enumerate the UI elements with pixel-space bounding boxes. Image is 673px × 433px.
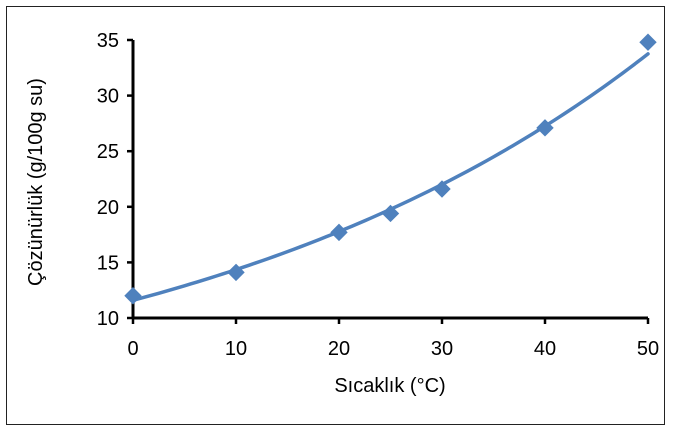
- trendline: [133, 54, 648, 300]
- y-tick-label: 10: [97, 308, 119, 330]
- data-point: [331, 224, 347, 240]
- x-tick-label: 20: [328, 338, 350, 360]
- y-tick-label: 25: [97, 141, 119, 163]
- data-point: [125, 288, 141, 304]
- x-tick-label: 0: [127, 338, 138, 360]
- y-axis-title: Çözünürlük (g/100g su): [25, 78, 47, 286]
- y-tick-label: 35: [97, 30, 119, 52]
- y-tick-label: 30: [97, 86, 119, 108]
- x-axis-title: Sıcaklık (°C): [334, 375, 445, 397]
- x-tick-label: 40: [534, 338, 556, 360]
- y-tick-label: 15: [97, 252, 119, 274]
- y-tick-label: 20: [97, 197, 119, 219]
- ticks-layer: 10 15 20 25 30 35 0 10 20 30 40 50: [97, 30, 659, 360]
- x-tick-label: 50: [637, 338, 659, 360]
- data-point: [640, 34, 656, 50]
- x-tick-label: 10: [225, 338, 247, 360]
- trendline-layer: [133, 54, 648, 300]
- x-tick-label: 30: [431, 338, 453, 360]
- points-layer: [125, 34, 656, 304]
